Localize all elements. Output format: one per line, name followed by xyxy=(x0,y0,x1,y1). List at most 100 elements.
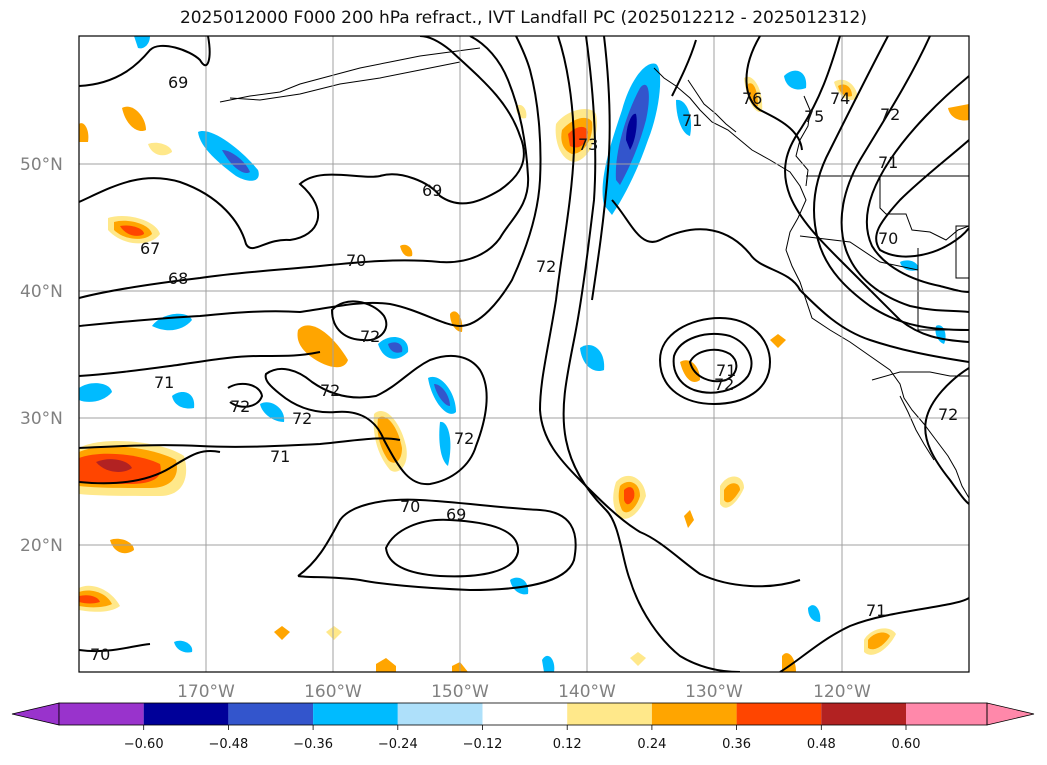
positive-anomaly-patch xyxy=(326,626,342,640)
lon-label: 120°W xyxy=(813,682,871,702)
coastline xyxy=(219,47,481,103)
negative-anomaly-patch xyxy=(388,342,403,353)
positive-anomaly-patch xyxy=(122,106,146,132)
positive-anomaly-patch xyxy=(297,325,348,368)
colorbar-segment xyxy=(567,703,652,725)
latitude-axis: 20°N 30°N 40°N 50°N xyxy=(20,155,63,556)
shaded-anomalies xyxy=(79,36,969,672)
contour-line xyxy=(658,316,772,406)
coastline xyxy=(687,79,737,133)
positive-anomaly-patch xyxy=(724,483,740,503)
colorbar-segment xyxy=(397,703,483,725)
lat-label: 20°N xyxy=(20,536,63,556)
contour-line xyxy=(671,39,697,97)
positive-anomaly-patch xyxy=(770,334,786,348)
positive-anomaly-patch xyxy=(868,632,890,650)
contour-label: 71 xyxy=(154,373,174,392)
colorbar-extend-low xyxy=(11,702,60,726)
positive-anomaly-patch xyxy=(79,123,89,142)
positive-anomaly-patch xyxy=(400,244,413,257)
contour-line xyxy=(591,36,611,301)
negative-anomaly-patch xyxy=(439,421,451,466)
contour-label: 72 xyxy=(360,327,380,346)
contour-label: 71 xyxy=(682,111,702,130)
colorbar-segment xyxy=(228,703,314,725)
contour-label: 71 xyxy=(270,447,290,466)
colorbar-segment xyxy=(143,703,229,725)
lon-label: 140°W xyxy=(558,682,616,702)
contour-labels: 69 69 67 68 70 72 72 71 72 72 71 72 70 6… xyxy=(90,73,958,664)
lon-label: 170°W xyxy=(177,682,235,702)
contour-label: 67 xyxy=(140,239,160,258)
colorbar-extend-high xyxy=(986,702,1035,726)
contour-line xyxy=(779,597,969,672)
contour-line xyxy=(79,36,542,328)
contour-label: 73 xyxy=(578,135,598,154)
contour-label: 69 xyxy=(446,505,466,524)
positive-anomaly-patch xyxy=(96,459,132,472)
lat-label: 30°N xyxy=(20,409,63,429)
contour-label: 71 xyxy=(866,601,886,620)
negative-anomaly-patch xyxy=(784,70,807,90)
colorbar-segment xyxy=(821,703,906,725)
negative-anomaly-patch xyxy=(542,655,555,672)
colorbar-tick-label: −0.48 xyxy=(208,737,248,752)
border xyxy=(799,235,919,271)
negative-anomaly-patch xyxy=(580,344,605,372)
negative-anomaly-patch xyxy=(626,113,637,150)
colorbar-segment xyxy=(59,703,144,725)
negative-anomaly-patch xyxy=(900,260,919,271)
coastline xyxy=(229,61,461,101)
colorbar-tick-label: 0.48 xyxy=(807,737,836,752)
contour-label: 69 xyxy=(422,181,442,200)
positive-anomaly-patch xyxy=(684,510,694,528)
longitude-axis: 170°W 160°W 150°W 140°W 130°W 120°W xyxy=(177,682,871,702)
negative-anomaly-patch xyxy=(808,605,821,622)
colorbar-frame xyxy=(58,702,988,726)
plot-background xyxy=(79,36,969,672)
contour-label: 70 xyxy=(90,645,110,664)
contour-label: 71 xyxy=(878,153,898,172)
colorbar-tick-label: −0.60 xyxy=(124,737,164,752)
colorbar-segment xyxy=(482,703,568,725)
negative-anomaly-patch xyxy=(676,99,692,136)
lon-label: 160°W xyxy=(304,682,362,702)
contour-line xyxy=(79,36,211,87)
colorbar-segment xyxy=(313,703,398,725)
contour-label: 70 xyxy=(346,251,366,270)
plot-frame xyxy=(78,35,970,673)
negative-anomaly-patch xyxy=(510,577,529,595)
colorbar-tick-label: −0.12 xyxy=(463,737,503,752)
contour-line xyxy=(745,36,803,151)
colorbar-segment xyxy=(906,703,987,725)
positive-anomaly-patch xyxy=(624,487,635,505)
contour-line xyxy=(611,199,969,363)
contour-label: 70 xyxy=(400,497,420,516)
contour-label: 69 xyxy=(168,73,188,92)
colorbar-tick-label: −0.24 xyxy=(378,737,418,752)
plot-area: 69 69 67 68 70 72 72 71 72 72 71 72 70 6… xyxy=(78,35,970,673)
map-title: 2025012000 F000 200 hPa refract., IVT La… xyxy=(179,8,867,28)
positive-anomaly-patch xyxy=(377,416,402,463)
coastline xyxy=(653,67,969,499)
contour-label: 72 xyxy=(714,375,734,394)
negative-anomaly-patch xyxy=(172,392,195,409)
contour-line xyxy=(562,36,741,672)
contour-line xyxy=(79,36,530,299)
lon-label: 130°W xyxy=(685,682,743,702)
contour-line xyxy=(924,367,969,505)
contour-label: 72 xyxy=(938,405,958,424)
positive-anomaly-patch xyxy=(680,360,700,382)
graticule xyxy=(79,36,969,672)
contour-line xyxy=(264,354,488,486)
coastline xyxy=(899,395,935,461)
contour-line xyxy=(79,643,151,653)
colorbar-segment xyxy=(651,703,737,725)
positive-anomaly-patch xyxy=(120,225,144,236)
colorbar-tick-label: 0.12 xyxy=(553,737,582,752)
colorbar-tick-label: 0.24 xyxy=(637,737,666,752)
contour-line xyxy=(227,382,264,408)
contour-label: 71 xyxy=(716,361,736,380)
contour-label: 72 xyxy=(320,381,340,400)
